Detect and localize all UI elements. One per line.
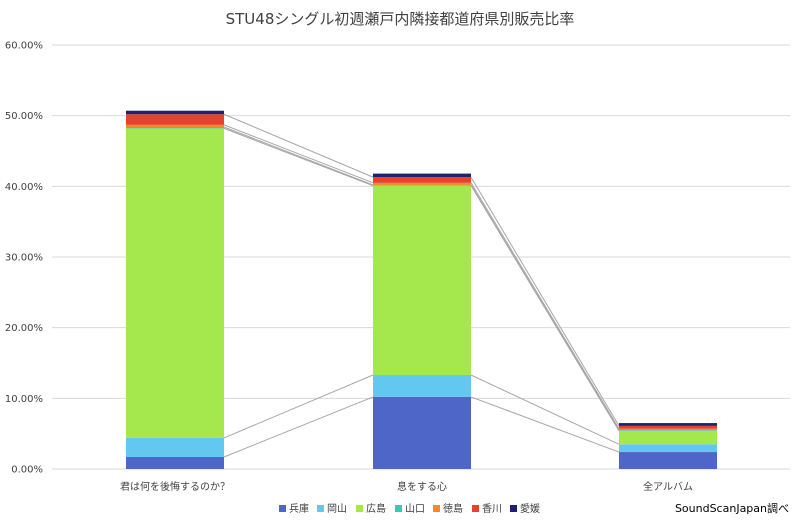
bar-segment [126,456,224,469]
series-line [470,396,620,453]
legend-swatch [279,505,286,512]
source-note: SoundScanJapan調べ [675,501,789,515]
chart-title: STU48シングル初週瀬戸内隣接都道府県別販売比率 [226,10,575,28]
bar-segment [619,425,717,429]
bar-segment [619,430,717,445]
legend-label: 山口 [405,503,425,515]
y-tick-label: 40.00% [5,182,43,193]
legend: 兵庫 岡山 広島 山口 徳島 香川 愛媛 [279,502,540,515]
series-line [470,184,620,431]
series-connector-lines [223,113,620,458]
y-axis: 0.00% 10.00% 20.00% 30.00% 40.00% 50.00% 60.00… [5,41,43,476]
bar-segment [619,430,717,431]
bar-segment [373,182,471,185]
bar-segment [619,423,717,426]
series-line [223,127,374,187]
legend-swatch [433,505,440,512]
legend-swatch [356,505,363,512]
bar-segment [373,396,471,469]
x-tick-label: 全アルバム [643,480,693,493]
legend-label: 広島 [366,502,386,515]
x-tick-label: 息をする心 [397,480,447,493]
legend-swatch [317,505,324,512]
legend-swatch [395,505,402,512]
bar-segment [126,110,224,115]
x-axis: 君は何を後悔するのか？ 息をする心 全アルバム [120,480,693,493]
y-tick-label: 60.00% [5,41,43,52]
series-line [223,124,374,184]
bar-segment [373,173,471,178]
y-tick-label: 10.00% [5,394,43,405]
y-tick-label: 0.00% [11,465,43,476]
bar-segment [126,437,224,457]
series-line [223,396,374,458]
legend-label: 岡山 [327,503,347,515]
bar-segment [373,185,471,376]
bars [126,110,717,469]
bar-segment [619,428,717,431]
series-line [223,374,374,439]
series-line [470,374,620,445]
legend-label: 香川 [482,503,502,515]
legend-label: 兵庫 [289,502,309,515]
bar-segment [126,128,224,438]
series-line [470,182,620,429]
bar-segment [373,177,471,183]
legend-label: 愛媛 [520,502,540,515]
bar-segment [126,114,224,125]
bar-segment [373,375,471,397]
y-tick-label: 50.00% [5,111,43,122]
bar-segment [619,444,717,453]
bar-segment [373,184,471,186]
x-tick-label: 君は何を後悔するのか？ [120,480,230,493]
series-line [470,176,620,427]
bar-segment [126,124,224,127]
legend-swatch [510,505,517,512]
series-line [223,113,374,178]
legend-swatch [472,505,479,512]
y-tick-label: 20.00% [5,323,43,334]
bar-segment [619,452,717,469]
bar-segment [126,126,224,129]
series-line [223,126,374,186]
y-tick-label: 30.00% [5,253,43,264]
legend-label: 徳島 [443,502,463,515]
